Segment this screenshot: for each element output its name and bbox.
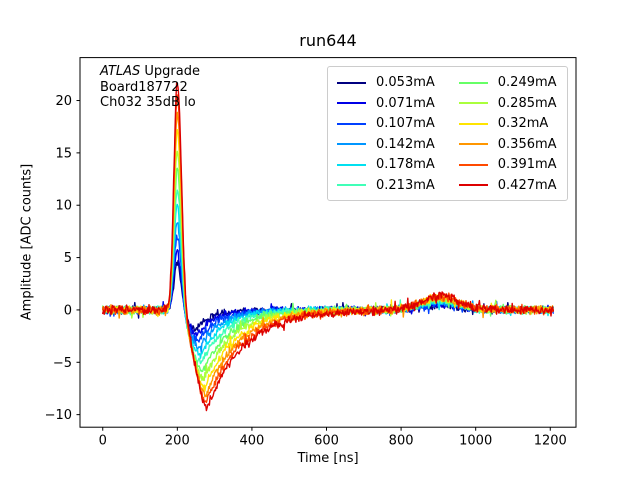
legend-swatch-0.356mA (458, 143, 488, 146)
annotation-board: Board187722 (100, 79, 188, 95)
y-tick-label: −5 (53, 356, 72, 371)
legend: 0.053mA 0.071mA 0.107mA 0.142mA 0.178mA 0.213… (327, 66, 568, 201)
legend-swatch-0.071mA (337, 102, 366, 105)
legend-items: 0.053mA 0.071mA 0.107mA 0.142mA 0.178mA 0.213… (337, 73, 557, 195)
legend-item: 0.213mA (337, 176, 435, 196)
series-group (102, 82, 554, 412)
annotation-upgrade: Upgrade (140, 64, 200, 79)
legend-label: 0.249mA (497, 75, 557, 91)
legend-label: 0.107mA (376, 116, 435, 132)
legend-item: 0.178mA (337, 155, 435, 175)
legend-swatch-0.285mA (458, 102, 488, 105)
legend-label: 0.071mA (376, 95, 435, 111)
legend-label: 0.32mA (497, 116, 549, 132)
legend-swatch-0.142mA (337, 143, 366, 146)
x-tick-label: 800 (389, 434, 414, 449)
series-line-0.427mA (102, 82, 554, 412)
annotation-experiment: ATLAS (100, 64, 141, 79)
legend-item: 0.32mA (458, 114, 557, 134)
legend-swatch-0.178mA (337, 163, 366, 166)
y-tick-label: 20 (55, 94, 72, 109)
legend-swatch-0.32mA (458, 122, 488, 125)
legend-item: 0.071mA (337, 94, 435, 114)
chart-title: run644 (299, 31, 357, 50)
legend-label: 0.213mA (376, 177, 435, 193)
legend-item: 0.107mA (337, 114, 435, 134)
legend-label: 0.053mA (376, 75, 435, 91)
legend-item: 0.427mA (458, 176, 557, 196)
x-axis-label: Time [ns] (297, 451, 359, 466)
legend-label: 0.178mA (376, 157, 435, 173)
legend-swatch-0.427mA (458, 184, 488, 187)
legend-label: 0.285mA (497, 95, 557, 111)
legend-swatch-0.107mA (337, 122, 366, 125)
x-tick-label: 0 (99, 434, 107, 449)
legend-label: 0.427mA (497, 177, 557, 193)
x-tick-label: 200 (165, 434, 190, 449)
x-tick-label: 1200 (534, 434, 567, 449)
annotation-channel: Ch032 35dB lo (100, 95, 196, 110)
x-tick-label: 600 (314, 434, 339, 449)
legend-swatch-0.249mA (458, 81, 488, 84)
y-tick-label: −10 (45, 408, 72, 423)
plot-annotation: ATLAS Upgrade Board187722 Ch032 35dB lo (100, 64, 200, 111)
legend-item: 0.356mA (458, 135, 557, 155)
y-tick-label: 10 (55, 199, 72, 214)
legend-label: 0.142mA (376, 136, 435, 152)
legend-item: 0.285mA (458, 94, 557, 114)
y-tick-label: 0 (64, 303, 72, 318)
legend-item: 0.142mA (337, 135, 435, 155)
legend-item: 0.249mA (458, 73, 557, 93)
legend-item: 0.053mA (337, 73, 435, 93)
legend-item: 0.391mA (458, 155, 557, 175)
legend-label: 0.391mA (497, 157, 557, 173)
x-tick-label: 1000 (459, 434, 492, 449)
y-tick-label: 5 (64, 251, 72, 266)
legend-swatch-0.053mA (337, 81, 366, 84)
legend-swatch-0.213mA (337, 184, 366, 187)
x-tick-label: 400 (240, 434, 265, 449)
axes-spines (79, 57, 577, 428)
y-axis-label: Amplitude [ADC counts] (19, 163, 35, 321)
legend-swatch-0.391mA (458, 163, 488, 166)
y-tick-label: 15 (55, 146, 72, 161)
legend-label: 0.356mA (497, 136, 557, 152)
